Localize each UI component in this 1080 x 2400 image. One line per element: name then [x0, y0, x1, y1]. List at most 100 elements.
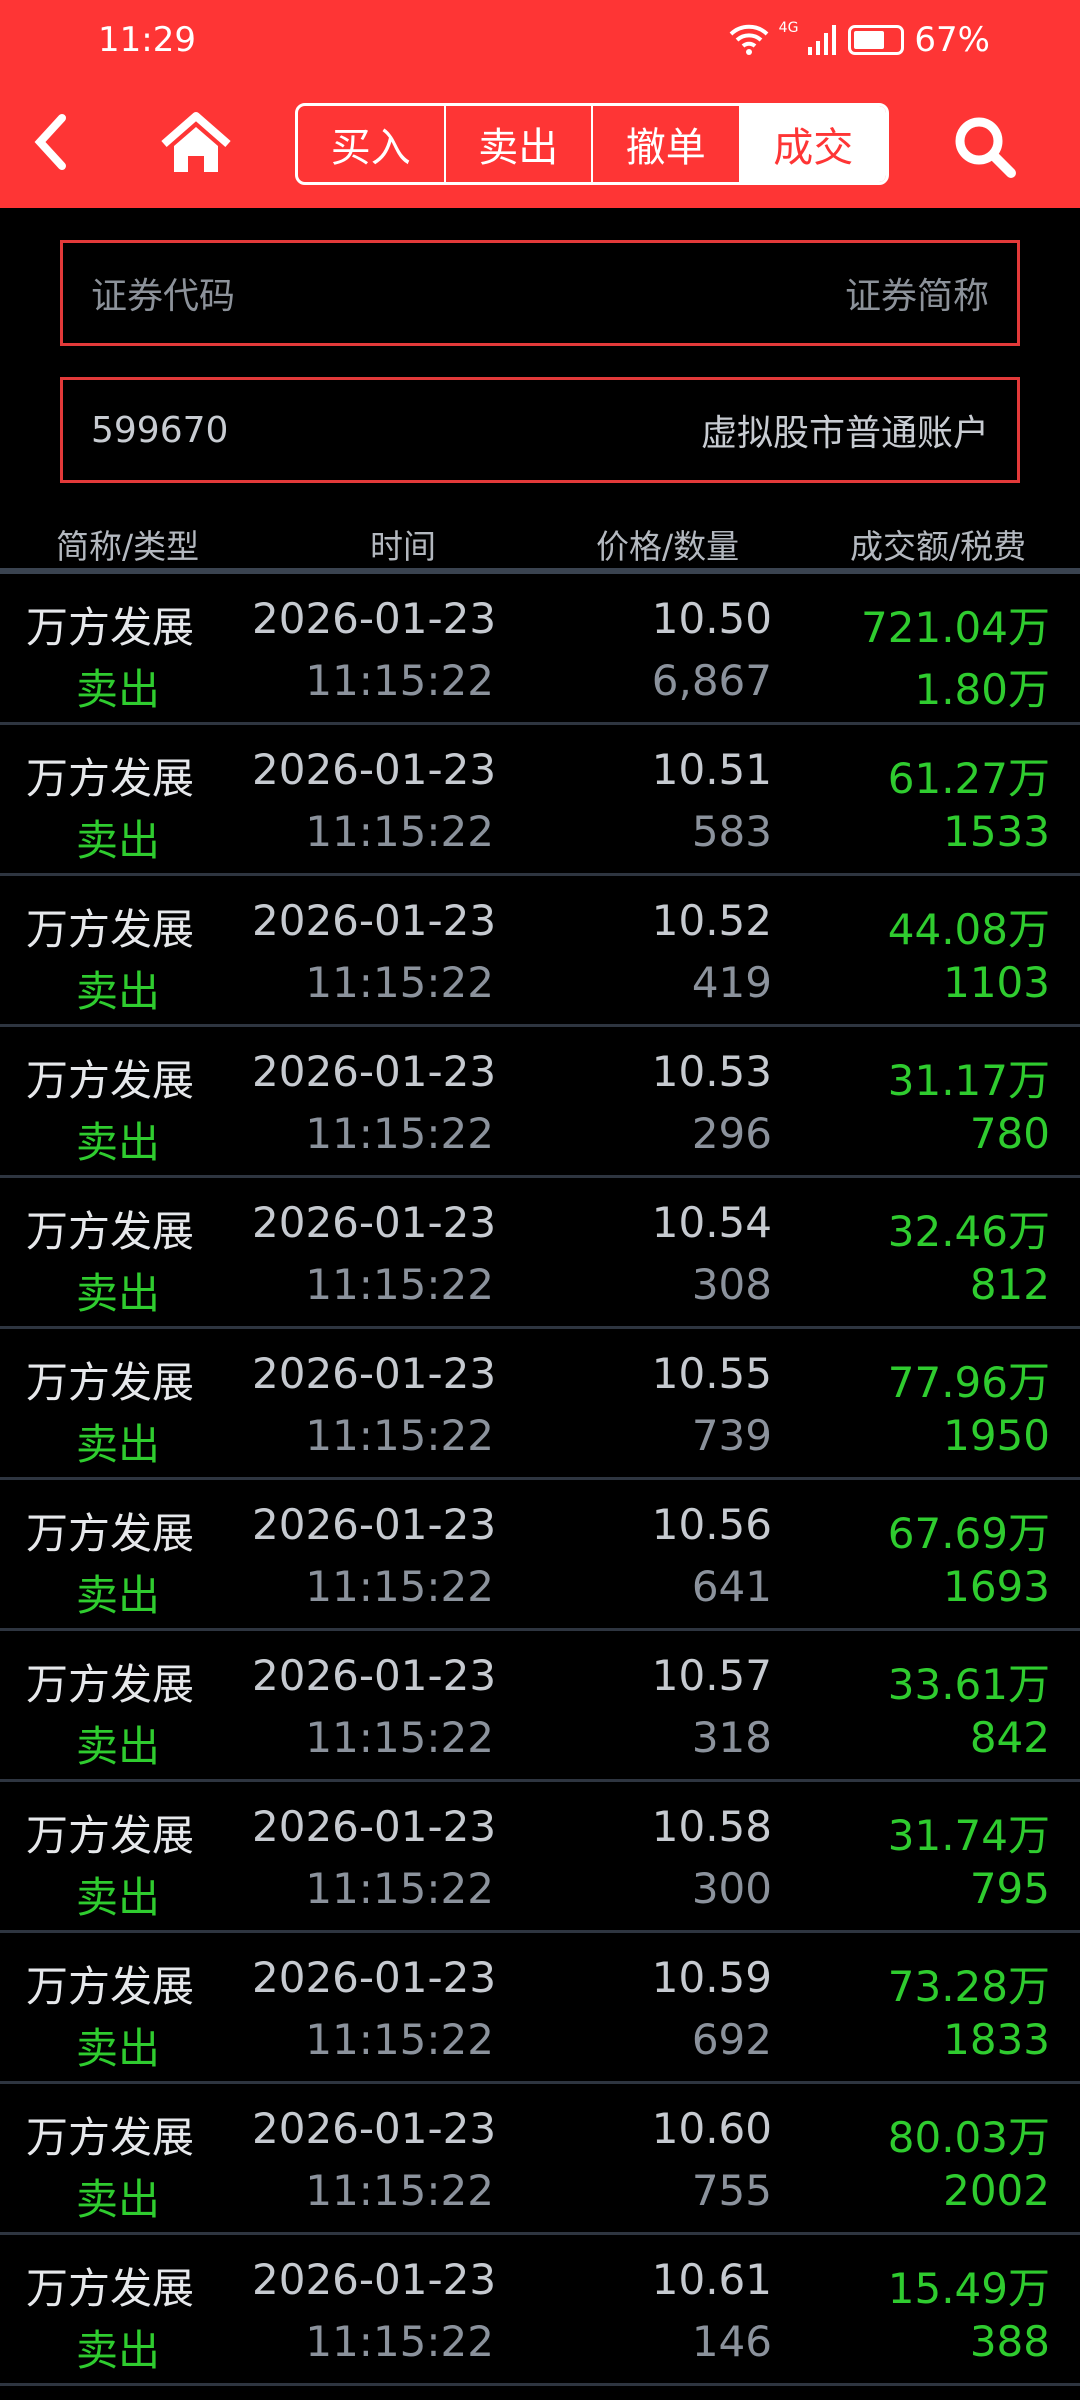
cell-amount: 61.27万 [887, 754, 1050, 803]
cell-type: 卖出 [76, 2326, 161, 2375]
cell-name: 万方发展 [26, 1358, 195, 1407]
status-bar: 11:29 4G 67% [0, 16, 1080, 66]
account-name: 虚拟股市普通账户 [700, 413, 989, 454]
code-placeholder: 证券代码 [91, 276, 236, 317]
cell-date: 2026-01-23 [252, 1802, 497, 1851]
cell-type: 卖出 [76, 665, 161, 714]
battery-icon [848, 25, 905, 55]
col-amount-fee: 成交额/税费 [850, 527, 1027, 566]
cell-price: 10.61 [651, 2255, 772, 2304]
cell-amount: 31.74万 [887, 1811, 1050, 1860]
cell-date: 2026-01-23 [252, 745, 497, 794]
cell-qty: 6,867 [651, 656, 772, 705]
cell-time: 11:15:22 [305, 1411, 494, 1460]
table-row[interactable]: 万方发展 卖出 2026-01-23 11:15:22 10.60 755 80.03万 20… [0, 2084, 1080, 2235]
home-icon[interactable] [160, 112, 232, 174]
tab-sell[interactable]: 卖出 [446, 106, 593, 182]
table-row[interactable]: 万方发展 卖出 2026-01-23 11:15:22 10.53 296 31.17万 78… [0, 1027, 1080, 1178]
tab-buy[interactable]: 买入 [298, 106, 446, 182]
name-placeholder: 证券简称 [844, 276, 989, 317]
cell-fee: 1693 [943, 1562, 1050, 1611]
cell-date: 2026-01-23 [252, 1198, 497, 1247]
cell-price: 10.53 [651, 1047, 772, 1096]
cell-price: 10.51 [651, 745, 772, 794]
cell-type: 卖出 [76, 1571, 161, 1620]
cell-fee: 795 [969, 1864, 1050, 1913]
cell-name: 万方发展 [26, 1962, 195, 2011]
tab-cancel[interactable]: 撤单 [593, 106, 741, 182]
cell-type: 卖出 [76, 816, 161, 865]
cell-time: 11:15:22 [305, 958, 494, 1007]
cell-name: 万方发展 [26, 905, 195, 954]
clock: 11:29 [98, 20, 196, 60]
battery-level: 67% [914, 20, 990, 60]
search-icon[interactable] [950, 112, 1020, 182]
cell-time: 11:15:22 [305, 1260, 494, 1309]
cell-time: 11:15:22 [305, 807, 494, 856]
cell-name: 万方发展 [26, 754, 195, 803]
signal-icon [808, 25, 837, 55]
cell-qty: 300 [691, 1864, 772, 1913]
cell-date: 2026-01-23 [252, 896, 497, 945]
header-bar: 11:29 4G 67% 买入 卖出 撤单 成交 [0, 0, 1080, 208]
cell-price: 10.56 [651, 1500, 772, 1549]
deal-list: 万方发展 卖出 2026-01-23 11:15:22 10.50 6,867 721.04… [0, 574, 1080, 2386]
cell-time: 11:15:22 [305, 2317, 494, 2366]
cell-name: 万方发展 [26, 1509, 195, 1558]
cell-fee: 2002 [943, 2166, 1050, 2215]
table-row[interactable]: 万方发展 卖出 2026-01-23 11:15:22 10.51 583 61.27万 15… [0, 725, 1080, 876]
table-row[interactable]: 万方发展 卖出 2026-01-23 11:15:22 10.52 419 44.08万 11… [0, 876, 1080, 1027]
account-selector[interactable]: 599670 虚拟股市普通账户 [60, 377, 1020, 483]
cell-amount: 31.17万 [887, 1056, 1050, 1105]
security-search-field[interactable]: 证券代码 证券简称 [60, 240, 1020, 346]
table-row[interactable]: 万方发展 卖出 2026-01-23 11:15:22 10.54 308 32.46万 81… [0, 1178, 1080, 1329]
tab-deals[interactable]: 成交 [740, 106, 886, 182]
cell-time: 11:15:22 [305, 1713, 494, 1762]
col-name-type: 简称/类型 [56, 527, 200, 566]
cell-price: 10.57 [651, 1651, 772, 1700]
cell-date: 2026-01-23 [252, 2255, 497, 2304]
cell-date: 2026-01-23 [252, 1047, 497, 1096]
cell-fee: 1950 [943, 1411, 1050, 1460]
cell-date: 2026-01-23 [252, 1500, 497, 1549]
table-row[interactable]: 万方发展 卖出 2026-01-23 11:15:22 10.58 300 31.74万 79… [0, 1782, 1080, 1933]
cell-qty: 146 [691, 2317, 772, 2366]
cell-type: 卖出 [76, 2024, 161, 2073]
cell-price: 10.59 [651, 1953, 772, 2002]
column-headers: 简称/类型 时间 价格/数量 成交额/税费 [0, 520, 1080, 570]
account-code: 599670 [91, 409, 229, 451]
cell-type: 卖出 [76, 1420, 161, 1469]
table-row[interactable]: 万方发展 卖出 2026-01-23 11:15:22 10.50 6,867 721.04… [0, 574, 1080, 725]
cell-amount: 80.03万 [887, 2113, 1050, 2162]
cell-name: 万方发展 [26, 1056, 195, 1105]
cell-date: 2026-01-23 [252, 594, 497, 643]
cell-fee: 780 [969, 1109, 1050, 1158]
cell-time: 11:15:22 [305, 656, 494, 705]
cell-amount: 44.08万 [887, 905, 1050, 954]
cell-fee: 1103 [943, 958, 1050, 1007]
cell-qty: 318 [691, 1713, 772, 1762]
cell-time: 11:15:22 [305, 2015, 494, 2064]
table-row[interactable]: 万方发展 卖出 2026-01-23 11:15:22 10.59 692 73.28万 18… [0, 1933, 1080, 2084]
col-price-qty: 价格/数量 [596, 527, 740, 566]
cell-amount: 721.04万 [861, 603, 1050, 652]
cell-price: 10.50 [651, 594, 772, 643]
table-row[interactable]: 万方发展 卖出 2026-01-23 11:15:22 10.56 641 67.69万 16… [0, 1480, 1080, 1631]
cell-fee: 1833 [943, 2015, 1050, 2064]
cell-price: 10.60 [651, 2104, 772, 2153]
cell-fee: 842 [969, 1713, 1050, 1762]
cell-type: 卖出 [76, 1722, 161, 1771]
cell-date: 2026-01-23 [252, 2104, 497, 2153]
cell-price: 10.52 [651, 896, 772, 945]
table-row[interactable]: 万方发展 卖出 2026-01-23 11:15:22 10.57 318 33.61万 84… [0, 1631, 1080, 1782]
cell-amount: 67.69万 [887, 1509, 1050, 1558]
network-type: 4G [778, 20, 799, 36]
table-row[interactable]: 万方发展 卖出 2026-01-23 11:15:22 10.55 739 77.96万 19… [0, 1329, 1080, 1480]
cell-time: 11:15:22 [305, 1864, 494, 1913]
back-icon[interactable] [30, 112, 70, 172]
table-row[interactable]: 万方发展 卖出 2026-01-23 11:15:22 10.61 146 15.49万 38… [0, 2235, 1080, 2386]
cell-date: 2026-01-23 [252, 1349, 497, 1398]
cell-date: 2026-01-23 [252, 1953, 497, 2002]
cell-time: 11:15:22 [305, 1109, 494, 1158]
cell-qty: 583 [691, 807, 772, 856]
